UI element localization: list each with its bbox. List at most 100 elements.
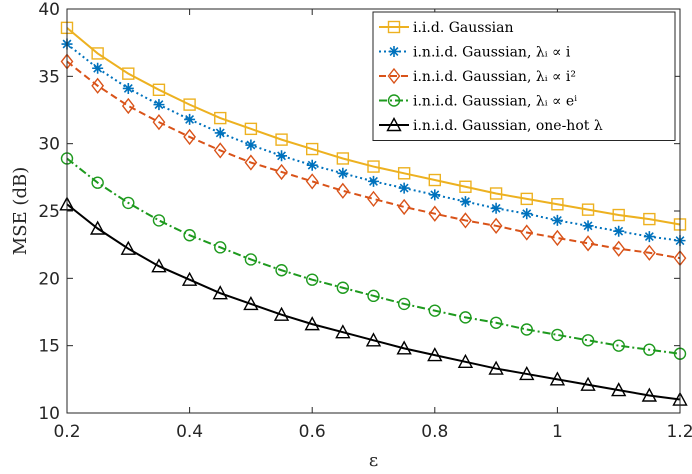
data-point [152, 113, 166, 131]
data-point [580, 376, 596, 391]
data-point [397, 198, 411, 216]
y-tick-label: 15 [38, 337, 60, 357]
y-tick-label: 25 [38, 202, 60, 222]
legend-marker [387, 94, 401, 107]
legend-item: i.i.d. Gaussian [379, 20, 513, 36]
data-point [398, 182, 410, 194]
x-axis-label: ε [369, 450, 378, 471]
x-tick-label: 0.2 [53, 422, 80, 442]
series-2 [60, 53, 687, 267]
legend-label: i.i.d. Gaussian [413, 20, 513, 36]
data-point [91, 77, 105, 94]
data-point [92, 62, 104, 74]
data-point [243, 295, 259, 311]
series-line [66, 157, 681, 355]
x-tick-label: 0.8 [421, 422, 448, 442]
legend-marker [388, 46, 400, 57]
data-point [397, 167, 411, 180]
series-line [66, 203, 681, 401]
x-tick-label: 0.4 [176, 422, 203, 442]
data-point [428, 304, 441, 317]
data-point [612, 339, 625, 352]
legend-marker [387, 67, 401, 85]
data-point [581, 203, 595, 216]
legend: i.i.d. Gaussian i.n.i.d. Gaussian, λᵢ ∝ i… [372, 11, 676, 141]
data-point [489, 187, 503, 200]
data-point [551, 328, 564, 342]
data-point [489, 217, 503, 234]
series-line [66, 27, 681, 226]
plot-area [59, 21, 688, 406]
series-0 [60, 21, 687, 231]
data-point [91, 176, 104, 189]
series-4 [59, 196, 688, 406]
data-point [275, 133, 288, 146]
x-tick-label: 1.2 [666, 422, 692, 442]
y-tick-label: 40 [38, 0, 60, 20]
data-point [336, 182, 350, 199]
data-point [521, 208, 533, 220]
data-point [520, 192, 533, 206]
data-point [183, 128, 196, 146]
data-point [549, 371, 566, 386]
data-point [335, 324, 351, 339]
data-point [305, 173, 319, 190]
legend-box [372, 11, 676, 141]
data-point [459, 311, 472, 324]
data-point [306, 273, 319, 286]
data-point [459, 180, 472, 193]
x-tick-label: 0.6 [299, 422, 326, 442]
legend-marker [387, 20, 401, 34]
data-point [213, 142, 227, 159]
data-point [427, 347, 443, 362]
data-point [214, 127, 226, 139]
data-point [276, 150, 288, 162]
data-point [643, 343, 656, 356]
series-line [66, 60, 681, 260]
data-point [367, 190, 380, 208]
series-3 [60, 152, 687, 360]
data-point [275, 163, 288, 181]
data-point [183, 98, 196, 111]
data-point [397, 297, 411, 311]
data-point [244, 253, 258, 266]
data-point [214, 241, 227, 254]
series-line [66, 43, 681, 242]
data-point [581, 334, 595, 347]
data-point [367, 160, 380, 173]
data-point [396, 340, 412, 355]
data-point [152, 214, 166, 227]
data-point [275, 264, 288, 277]
x-tick-label: 1 [552, 422, 563, 442]
data-point [151, 258, 167, 273]
y-tick-label: 10 [38, 404, 60, 424]
data-point [641, 387, 658, 402]
data-point [212, 285, 228, 300]
data-point [304, 316, 320, 331]
legend-marker [386, 117, 402, 132]
legend-item: i.n.i.d. Gaussian, λᵢ ∝ i [379, 45, 571, 61]
data-point [245, 139, 257, 151]
axes: 0.2 0.4 0.6 0.8 1 1.2 10 15 20 25 30 35 40 [38, 0, 692, 442]
data-point [181, 271, 198, 286]
data-point [244, 122, 258, 136]
data-point [306, 159, 318, 171]
data-point [611, 382, 627, 397]
data-point [642, 244, 656, 261]
data-point [643, 231, 655, 243]
data-point [365, 332, 382, 347]
data-point [122, 196, 135, 210]
legend-item: i.n.i.d. Gaussian, λᵢ ∝ eⁱ [379, 94, 577, 110]
data-point [273, 306, 290, 321]
data-point [121, 97, 135, 115]
legend-item: i.n.i.d. Gaussian, one-hot λ [379, 117, 603, 134]
data-point [122, 82, 134, 94]
data-point [551, 198, 564, 211]
data-point [457, 353, 474, 369]
data-point [429, 189, 441, 201]
legend-label: i.n.i.d. Gaussian, λᵢ ∝ i² [413, 69, 576, 85]
data-point [367, 289, 380, 303]
legend-label: i.n.i.d. Gaussian, one-hot λ [413, 118, 603, 134]
data-point [306, 142, 319, 156]
